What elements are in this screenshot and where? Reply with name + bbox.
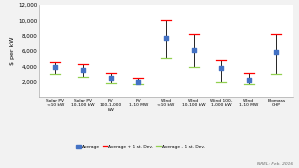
Point: [53, 66, 58, 69]
Point: [164, 36, 168, 39]
Y-axis label: $ per kW: $ per kW: [10, 37, 16, 65]
Text: NREL: Feb. 2016: NREL: Feb. 2016: [257, 162, 293, 166]
Legend: Average, Average + 1 st. Dev., Average - 1 st. Dev.: Average, Average + 1 st. Dev., Average -…: [74, 143, 207, 151]
Point: [246, 78, 251, 81]
Point: [191, 49, 196, 52]
Point: [274, 50, 279, 53]
Point: [81, 69, 86, 72]
Point: [136, 80, 141, 83]
Point: [108, 77, 113, 79]
Point: [219, 67, 224, 70]
